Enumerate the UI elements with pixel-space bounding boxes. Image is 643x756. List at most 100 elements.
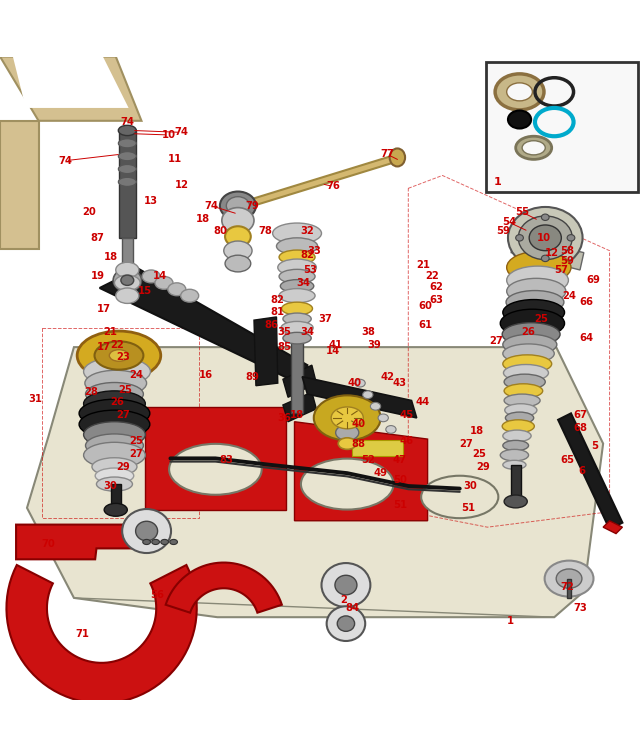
Text: 18: 18 bbox=[470, 426, 484, 435]
Text: 14: 14 bbox=[326, 346, 340, 356]
Ellipse shape bbox=[282, 302, 312, 315]
Polygon shape bbox=[511, 237, 584, 270]
Text: 30: 30 bbox=[104, 481, 118, 491]
Text: 2: 2 bbox=[341, 595, 347, 605]
Ellipse shape bbox=[556, 569, 582, 588]
Text: 29: 29 bbox=[116, 462, 131, 472]
Text: 88: 88 bbox=[352, 438, 366, 448]
Ellipse shape bbox=[84, 442, 145, 468]
Ellipse shape bbox=[84, 422, 145, 448]
Polygon shape bbox=[111, 484, 121, 510]
Text: 66: 66 bbox=[579, 297, 593, 307]
Text: 61: 61 bbox=[419, 321, 433, 330]
Polygon shape bbox=[145, 407, 286, 510]
Ellipse shape bbox=[142, 270, 160, 283]
Text: 85: 85 bbox=[277, 342, 291, 352]
Text: 45: 45 bbox=[399, 411, 413, 420]
Text: 27: 27 bbox=[116, 411, 131, 420]
Ellipse shape bbox=[503, 460, 526, 469]
Text: 26: 26 bbox=[521, 327, 536, 336]
Ellipse shape bbox=[567, 234, 575, 241]
Polygon shape bbox=[294, 422, 428, 521]
Text: 43: 43 bbox=[393, 378, 407, 388]
Polygon shape bbox=[100, 268, 307, 385]
Ellipse shape bbox=[503, 334, 557, 355]
Text: 74: 74 bbox=[120, 117, 134, 127]
Ellipse shape bbox=[168, 283, 186, 296]
Polygon shape bbox=[291, 262, 303, 414]
Polygon shape bbox=[122, 238, 133, 278]
Ellipse shape bbox=[86, 383, 143, 406]
Ellipse shape bbox=[522, 141, 545, 155]
Text: 32: 32 bbox=[300, 226, 314, 237]
Text: 53: 53 bbox=[303, 265, 317, 275]
Text: 76: 76 bbox=[326, 181, 340, 191]
Ellipse shape bbox=[421, 476, 498, 518]
Ellipse shape bbox=[503, 299, 565, 325]
Text: 72: 72 bbox=[560, 582, 574, 592]
Text: 58: 58 bbox=[560, 246, 574, 256]
Ellipse shape bbox=[363, 391, 373, 398]
Ellipse shape bbox=[109, 350, 129, 361]
Bar bbox=[352, 441, 403, 457]
Text: 57: 57 bbox=[554, 265, 568, 275]
Ellipse shape bbox=[118, 152, 136, 161]
Text: 36: 36 bbox=[277, 413, 291, 423]
Text: 87: 87 bbox=[91, 233, 105, 243]
Polygon shape bbox=[16, 525, 136, 559]
Text: 24: 24 bbox=[562, 291, 576, 301]
Text: 12: 12 bbox=[174, 180, 188, 190]
Text: 21: 21 bbox=[104, 327, 118, 336]
Text: 24: 24 bbox=[129, 370, 143, 380]
Text: 41: 41 bbox=[329, 339, 343, 349]
Text: 55: 55 bbox=[515, 207, 529, 217]
Text: 83: 83 bbox=[219, 455, 233, 465]
Text: 27: 27 bbox=[489, 336, 503, 345]
Ellipse shape bbox=[280, 280, 314, 293]
Polygon shape bbox=[166, 562, 282, 612]
Text: 6: 6 bbox=[579, 466, 585, 476]
Ellipse shape bbox=[224, 241, 252, 260]
Text: 73: 73 bbox=[573, 603, 587, 613]
Ellipse shape bbox=[181, 290, 199, 302]
Text: 40: 40 bbox=[352, 420, 366, 429]
Text: 20: 20 bbox=[82, 207, 96, 217]
Text: 64: 64 bbox=[579, 333, 593, 343]
FancyBboxPatch shape bbox=[486, 62, 638, 191]
Ellipse shape bbox=[225, 256, 251, 272]
Ellipse shape bbox=[86, 434, 143, 457]
Text: 59: 59 bbox=[496, 226, 510, 237]
Text: 46: 46 bbox=[399, 436, 413, 446]
Ellipse shape bbox=[516, 136, 552, 160]
Ellipse shape bbox=[338, 438, 356, 449]
Text: 37: 37 bbox=[318, 314, 332, 324]
Text: 15: 15 bbox=[138, 287, 152, 296]
Text: 21: 21 bbox=[416, 261, 430, 271]
Polygon shape bbox=[0, 57, 141, 121]
Ellipse shape bbox=[225, 226, 251, 246]
Text: 80: 80 bbox=[213, 226, 227, 237]
Ellipse shape bbox=[335, 575, 357, 595]
Ellipse shape bbox=[516, 234, 523, 241]
Text: 65: 65 bbox=[560, 455, 574, 465]
Ellipse shape bbox=[121, 275, 134, 286]
Ellipse shape bbox=[504, 384, 543, 398]
Ellipse shape bbox=[505, 404, 537, 417]
Ellipse shape bbox=[118, 165, 136, 174]
Text: 40: 40 bbox=[348, 378, 362, 388]
Text: 25: 25 bbox=[118, 385, 132, 395]
Ellipse shape bbox=[338, 616, 355, 631]
Polygon shape bbox=[511, 465, 521, 501]
Ellipse shape bbox=[518, 216, 572, 260]
Ellipse shape bbox=[136, 521, 158, 541]
Ellipse shape bbox=[79, 411, 150, 438]
Ellipse shape bbox=[504, 394, 540, 407]
Ellipse shape bbox=[507, 266, 568, 294]
Ellipse shape bbox=[502, 323, 560, 345]
Ellipse shape bbox=[390, 148, 405, 166]
Text: 25: 25 bbox=[472, 449, 486, 459]
Polygon shape bbox=[254, 317, 278, 386]
Ellipse shape bbox=[273, 223, 322, 243]
Ellipse shape bbox=[495, 74, 544, 110]
Ellipse shape bbox=[507, 278, 566, 304]
